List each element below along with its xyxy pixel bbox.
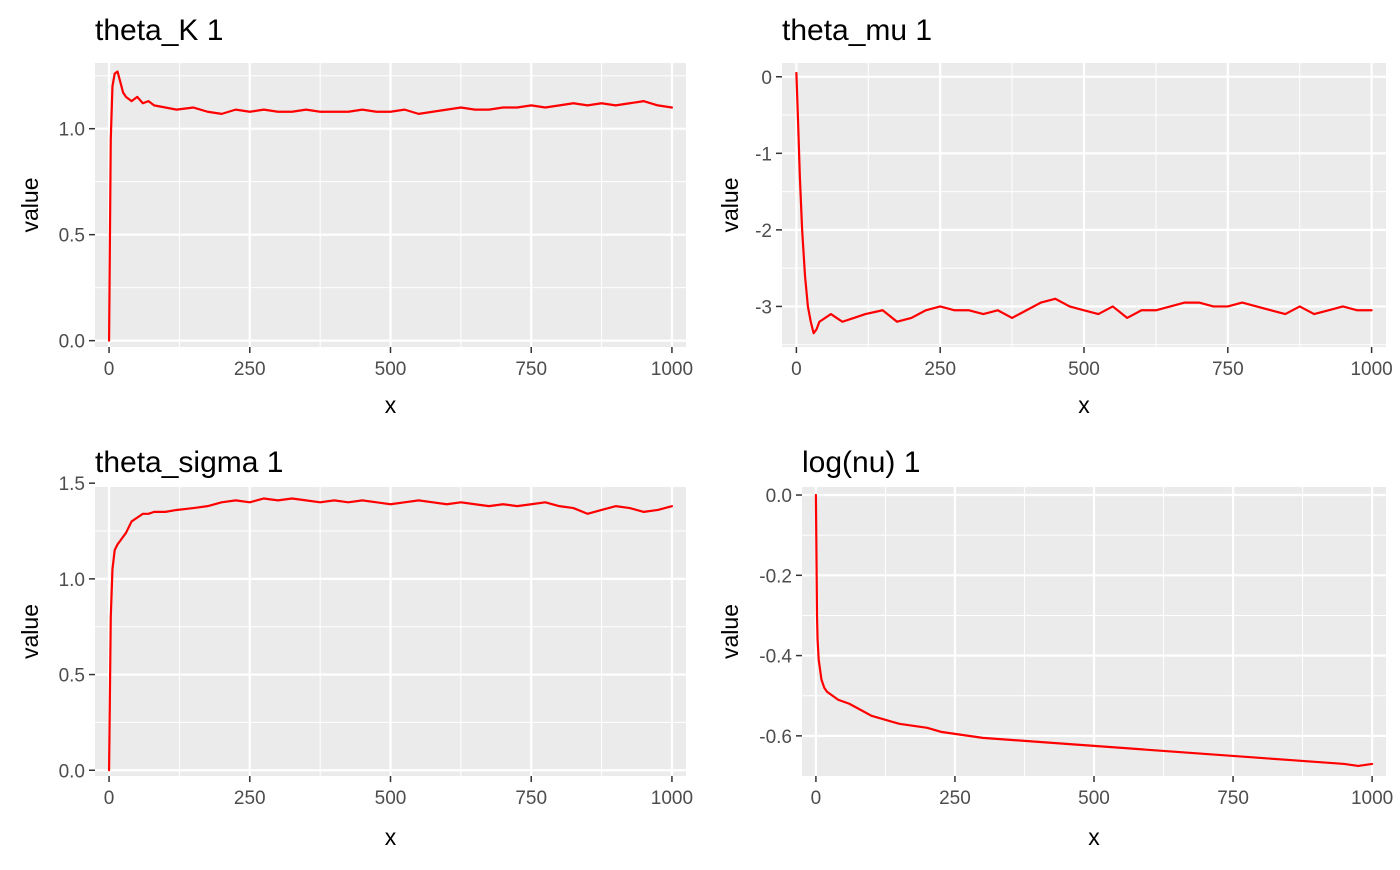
x-axis-label: x xyxy=(385,824,397,850)
y-tick-label: 1.5 xyxy=(59,474,85,495)
y-tick-label: 0.0 xyxy=(59,761,85,782)
x-tick-label: 1000 xyxy=(1351,788,1393,809)
x-tick-label: 1000 xyxy=(651,788,693,809)
x-tick-label: 250 xyxy=(939,788,971,809)
x-axis-label: x xyxy=(1088,824,1100,850)
x-tick-label: 500 xyxy=(375,788,407,809)
x-tick-label: 750 xyxy=(1212,359,1244,380)
x-tick-label: 250 xyxy=(234,359,266,380)
x-tick-label: 750 xyxy=(515,359,547,380)
x-tick-label: 750 xyxy=(515,788,547,809)
x-tick-label: 0 xyxy=(811,788,822,809)
y-tick-label: -2 xyxy=(755,221,772,242)
panel-3: 0 250 500 750 1000 0.0 0.5 1.0 1.5 theta_sigma 1 x… xyxy=(17,446,693,850)
x-tick-label: 250 xyxy=(234,788,266,809)
x-tick-label: 500 xyxy=(1078,788,1110,809)
panel-2: 0 250 500 750 1000 -3 -2 -1 0 theta_mu 1 x value xyxy=(717,14,1393,418)
x-tick-label: 750 xyxy=(1217,788,1249,809)
x-tick-label: 0 xyxy=(104,359,115,380)
y-tick-label: 0.5 xyxy=(59,226,85,247)
x-tick-label: 500 xyxy=(1068,359,1100,380)
y-axis-label: value xyxy=(17,604,43,659)
y-tick-label: -1 xyxy=(755,144,772,165)
y-tick-label: -0.6 xyxy=(759,727,792,748)
series-line-1 xyxy=(107,497,674,772)
panel-title: log(nu) 1 xyxy=(802,446,920,479)
x-tick-label: 1000 xyxy=(1350,359,1392,380)
panel-1: 0 250 500 750 1000 0.0 0.5 1.0 theta_K 1 x value xyxy=(17,14,693,418)
panel-title: theta_K 1 xyxy=(95,14,223,47)
series-line-1 xyxy=(107,70,674,342)
x-tick-label: 0 xyxy=(791,359,802,380)
x-tick-label: 250 xyxy=(924,359,956,380)
y-tick-label: -0.4 xyxy=(759,647,792,668)
y-tick-label: 1.0 xyxy=(59,120,85,141)
x-tick-label: 1000 xyxy=(651,359,693,380)
y-tick-label: 0.0 xyxy=(59,332,85,353)
x-axis-label: x xyxy=(385,392,397,418)
y-axis-label: value xyxy=(717,178,743,233)
series-line-1 xyxy=(814,493,1374,768)
x-tick-label: 0 xyxy=(104,788,115,809)
panel-4: 0 250 500 750 1000 -0.6 -0.4 -0.2 0.0 log(nu) 1 x v… xyxy=(717,446,1393,850)
y-axis-label: value xyxy=(717,604,743,659)
panel-title: theta_sigma 1 xyxy=(95,446,283,479)
y-tick-label: 1.0 xyxy=(59,570,85,591)
series-line-1 xyxy=(795,71,1373,335)
y-axis-label: value xyxy=(17,178,43,233)
y-tick-label: -3 xyxy=(755,297,772,318)
x-tick-label: 500 xyxy=(375,359,407,380)
panel-title: theta_mu 1 xyxy=(782,14,932,47)
y-tick-label: 0 xyxy=(761,68,772,89)
x-axis-label: x xyxy=(1078,392,1090,418)
y-tick-label: -0.2 xyxy=(759,566,792,587)
y-tick-label: 0.5 xyxy=(59,666,85,687)
y-tick-label: 0.0 xyxy=(766,486,792,507)
